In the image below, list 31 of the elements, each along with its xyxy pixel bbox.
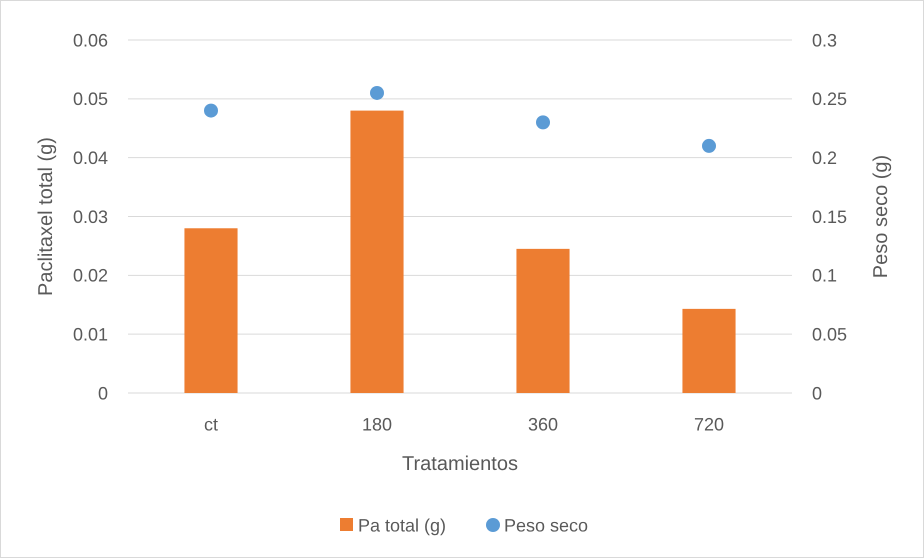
y2-axis-title: Peso seco (g) (870, 154, 892, 278)
point (702, 138, 716, 153)
bar (350, 110, 404, 393)
y2-tick-label: 0.15 (812, 206, 848, 227)
y2-tick-label: 0.05 (812, 324, 848, 344)
point (536, 115, 550, 130)
y-tick-label: 0.02 (72, 266, 108, 286)
point (370, 86, 384, 100)
y2-tick-label: 0.3 (812, 30, 838, 50)
bar (184, 228, 238, 393)
y2-tick-label: 0.1 (812, 266, 838, 286)
bar (682, 308, 736, 393)
legend-label: Peso seco (504, 515, 588, 536)
y-axis-title: Paclitaxel total (g) (35, 137, 57, 296)
x-axis-title: Tratamientos (402, 453, 518, 475)
x-tick-label: ct (204, 414, 218, 434)
y2-tick-label: 0.25 (812, 89, 848, 110)
y-tick-label: 0.04 (72, 148, 108, 168)
x-tick-label: 360 (528, 414, 558, 434)
y-tick-label: 0.06 (72, 30, 108, 50)
y-tick-label: 0 (98, 383, 108, 404)
legend-label: Pa total (g) (358, 515, 446, 536)
y-tick-label: 0.03 (72, 206, 108, 227)
y2-tick-label: 0 (812, 383, 822, 404)
point (204, 104, 218, 118)
x-tick-label: 720 (694, 414, 724, 434)
y2-tick-label: 0.2 (812, 148, 838, 168)
bar (516, 248, 570, 393)
y-tick-label: 0.05 (72, 89, 108, 110)
x-tick-label: 180 (362, 414, 392, 434)
y-tick-label: 0.01 (72, 324, 108, 344)
